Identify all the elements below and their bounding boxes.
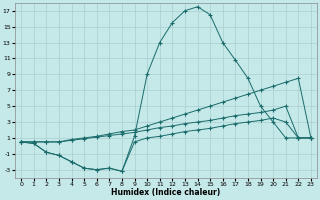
- X-axis label: Humidex (Indice chaleur): Humidex (Indice chaleur): [111, 188, 221, 197]
